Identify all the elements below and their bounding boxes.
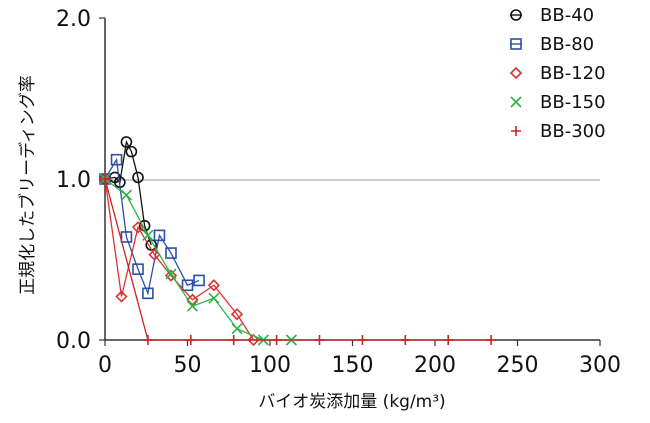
legend-label: BB-40 [540,5,594,26]
x-tick-label: 100 [249,353,291,378]
data-point [131,221,145,234]
data-point [271,335,282,345]
legend-marker [509,66,523,80]
data-point [132,171,144,184]
data-point [228,335,239,345]
data-point [138,219,151,232]
series-line [104,178,292,341]
data-point [165,268,177,280]
series-line [104,157,200,296]
series-bb-80 [99,153,205,300]
data-point [357,335,368,345]
x-tick-label: 0 [98,353,112,378]
legend-label: BB-300 [540,121,606,142]
data-point [164,269,178,282]
x-tick-label: 200 [414,353,456,378]
data-point [142,229,154,241]
legend-item: BB-80 [510,34,594,55]
legend: BB-40 BB-80 BB-120 BB-150 BB-300 [509,5,606,142]
data-point [231,323,243,335]
data-point [443,335,454,345]
x-tick-label: 50 [174,353,202,378]
series-layer [98,136,497,347]
data-point [230,308,244,321]
data-point [486,335,497,345]
data-point [153,229,166,242]
data-point [208,292,220,304]
data-point [125,145,138,158]
legend-item: BB-120 [509,63,606,84]
data-point [185,335,196,345]
data-point [165,247,177,259]
data-point [110,153,123,166]
series-bb-150 [99,173,298,346]
data-point [186,293,199,306]
data-point [100,174,110,184]
data-point [120,231,133,243]
legend-item: BB-40 [510,5,594,26]
data-point [314,335,325,345]
legend-label: BB-150 [540,92,606,113]
series-line [104,178,492,341]
data-point [115,290,128,303]
data-point [400,335,411,345]
x-tick-label: 250 [497,353,539,378]
data-point [247,333,260,347]
series-bb-300 [100,174,497,345]
legend-marker [511,126,521,136]
data-point [207,279,221,292]
legend-label: BB-80 [540,34,594,55]
data-point [181,279,194,292]
data-point [193,274,205,287]
x-ticks: 0 50 100 150 200 250 300 [98,340,621,378]
legend-item: BB-150 [510,92,606,113]
data-point [120,189,133,201]
legend-marker [510,96,522,108]
x-tick-label: 300 [579,353,621,378]
series-bb-120 [98,172,260,347]
y-tick-label: 1.0 [56,168,91,193]
series-line [104,178,255,341]
x-tick-label: 150 [332,353,374,378]
data-point [142,335,153,345]
data-point [142,287,154,300]
y-axis-title: 正規化したブリーディング率 [17,75,38,295]
y-tick-label: 0.0 [56,329,91,354]
data-point [186,300,199,312]
legend-label: BB-120 [540,63,606,84]
y-ticks: 0.0 1.0 2.0 [56,7,105,354]
data-point [132,263,144,275]
data-point [120,136,133,148]
x-axis-title: バイオ炭添加量 (kg/m³) [258,392,445,412]
y-tick-label: 2.0 [56,7,91,32]
legend-item: BB-300 [511,121,606,142]
